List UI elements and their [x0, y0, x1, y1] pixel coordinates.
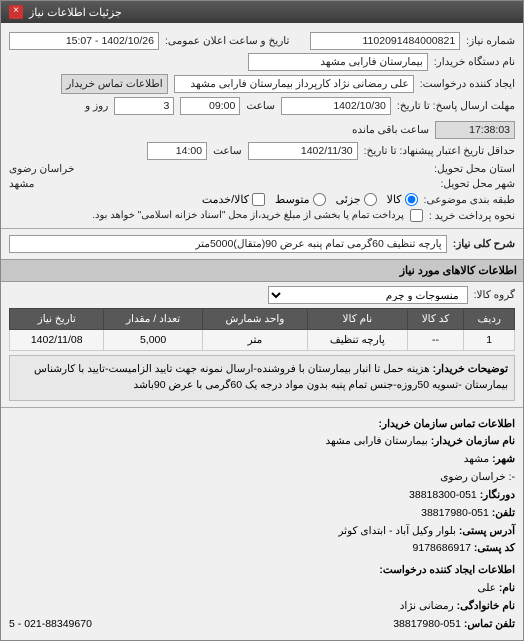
validity-label: حداقل تاریخ اعتبار پیشنهاد: تا تاریخ: [364, 145, 515, 157]
addr-k: آدرس پستی: [459, 525, 515, 537]
province-label: استان محل تحویل: [434, 163, 515, 175]
payment-check[interactable] [410, 209, 423, 222]
addr-v: بلوار وکیل آباد - ابتدای کوثر [338, 525, 456, 537]
td-qty: 5,000 [104, 330, 202, 351]
radio-service-input[interactable] [364, 193, 377, 206]
th-date: تاریخ نیاز [10, 309, 104, 330]
phone2-k: تلفن تماس: [464, 618, 515, 630]
payment-check-input[interactable] [410, 209, 423, 222]
payment-label: نحوه پرداخت خرید : [429, 210, 515, 222]
province-value: خراسان رضوی [9, 163, 74, 175]
deadline-label: مهلت ارسال پاسخ: تا تاریخ: [397, 100, 515, 112]
footer-info: اطلاعات تماس سازمان خریدار: نام سازمان خ… [9, 416, 515, 634]
table-row[interactable]: 1 -- پارچه تنظیف متر 5,000 1402/11/08 [10, 330, 515, 351]
city-v: مشهد [464, 453, 489, 465]
announce-label: تاریخ و ساعت اعلان عمومی: [165, 35, 289, 47]
creator-input[interactable] [174, 75, 414, 93]
th-name: نام کالا [308, 309, 407, 330]
footer-creator-header: اطلاعات ایجاد کننده درخواست: [9, 562, 515, 580]
number-input[interactable] [310, 32, 460, 50]
notes-label: توضیحات خریدار: [433, 363, 508, 375]
desc-label: شرح کلی نیاز: [453, 238, 515, 250]
org-k: نام سازمان خریدار: [431, 435, 515, 447]
td-row: 1 [464, 330, 515, 351]
buyer-org-input[interactable] [248, 53, 428, 71]
validity-date-input[interactable] [248, 142, 358, 160]
creator-label: ایجاد کننده درخواست: [420, 78, 515, 90]
category-label: طبقه بندی موضوعی: [424, 194, 515, 206]
number-label: شماره نیاز: [466, 35, 515, 47]
prov-v: -: خراسان رضوی [9, 469, 515, 487]
title-bar: جزئیات اطلاعات نیاز × [1, 1, 523, 23]
close-icon[interactable]: × [9, 5, 23, 19]
td-name: پارچه تنظیف [308, 330, 407, 351]
time-label-2: ساعت [213, 145, 242, 157]
phone2-v: 051-38817980 [393, 618, 461, 630]
buyer-org-label: نام دستگاه خریدار: [434, 56, 515, 68]
phone1-k: تلفن: [492, 507, 515, 519]
days-input[interactable] [114, 97, 174, 115]
city-k: شهر: [492, 453, 515, 465]
th-unit: واحد شمارش [202, 309, 307, 330]
days-label: روز و [85, 100, 108, 112]
validity-time-input[interactable] [147, 142, 207, 160]
phone3: 021-88349670 - 5 [9, 616, 92, 634]
fax-k: دورنگار: [480, 489, 515, 501]
td-code: -- [407, 330, 464, 351]
zip-k: کد پستی: [474, 542, 515, 554]
td-unit: متر [202, 330, 307, 351]
fax-v: 051-38818300 [409, 489, 477, 501]
time-label-1: ساعت [246, 100, 275, 112]
payment-note: پرداخت تمام یا بخشی از مبلغ خرید،از محل … [92, 210, 404, 221]
contact-button[interactable]: اطلاعات تماس خریدار [61, 74, 167, 94]
notes-box: توضیحات خریدار: هزینه حمل تا انبار بیمار… [9, 355, 515, 401]
divider-1 [1, 228, 523, 229]
remain-label: ساعت باقی مانده [352, 124, 429, 136]
goods-section-header: اطلاعات کالاهای مورد نیاز [1, 259, 523, 282]
radio-medium-input[interactable] [313, 193, 326, 206]
phone1-v: 051-38817980 [421, 507, 489, 519]
radio-goods-input[interactable] [405, 193, 418, 206]
zip-v: 9178686917 [413, 542, 471, 554]
radio-medium[interactable]: متوسط [275, 193, 326, 206]
family-k: نام خانوادگی: [457, 600, 515, 612]
group-select[interactable]: منسوجات و چرم [268, 286, 468, 304]
radio-goods[interactable]: کالا [387, 193, 418, 206]
td-date: 1402/11/08 [10, 330, 104, 351]
content-area: شماره نیاز: تاریخ و ساعت اعلان عمومی: نا… [1, 23, 523, 640]
name-k: نام: [499, 582, 515, 594]
family-v: رمضانی نژاد [400, 600, 454, 612]
radio-service[interactable]: جزئی [336, 193, 377, 206]
name-v: علی [477, 582, 496, 594]
check-goods-service-input[interactable] [252, 193, 265, 206]
deadline-time-input[interactable] [180, 97, 240, 115]
city-label: شهر محل تحویل: [440, 178, 515, 190]
desc-input[interactable] [9, 235, 447, 253]
divider-2 [1, 407, 523, 408]
announce-input[interactable] [9, 32, 159, 50]
deadline-date-input[interactable] [281, 97, 391, 115]
category-radios: کالا جزئی متوسط کالا/خدمت [202, 193, 418, 206]
window-title: جزئیات اطلاعات نیاز [29, 6, 122, 19]
org-v: بیمارستان فارابی مشهد [325, 435, 427, 447]
th-row: ردیف [464, 309, 515, 330]
footer-buyer-header: اطلاعات تماس سازمان خریدار: [9, 416, 515, 434]
group-label: گروه کالا: [474, 289, 515, 301]
details-window: جزئیات اطلاعات نیاز × شماره نیاز: تاریخ … [0, 0, 524, 641]
check-goods-service[interactable]: کالا/خدمت [202, 193, 265, 206]
table-header-row: ردیف کد کالا نام کالا واحد شمارش تعداد /… [10, 309, 515, 330]
goods-table: ردیف کد کالا نام کالا واحد شمارش تعداد /… [9, 308, 515, 351]
th-qty: تعداد / مقدار [104, 309, 202, 330]
remain-time-input [435, 121, 515, 139]
th-code: کد کالا [407, 309, 464, 330]
city-value: مشهد [9, 178, 34, 190]
